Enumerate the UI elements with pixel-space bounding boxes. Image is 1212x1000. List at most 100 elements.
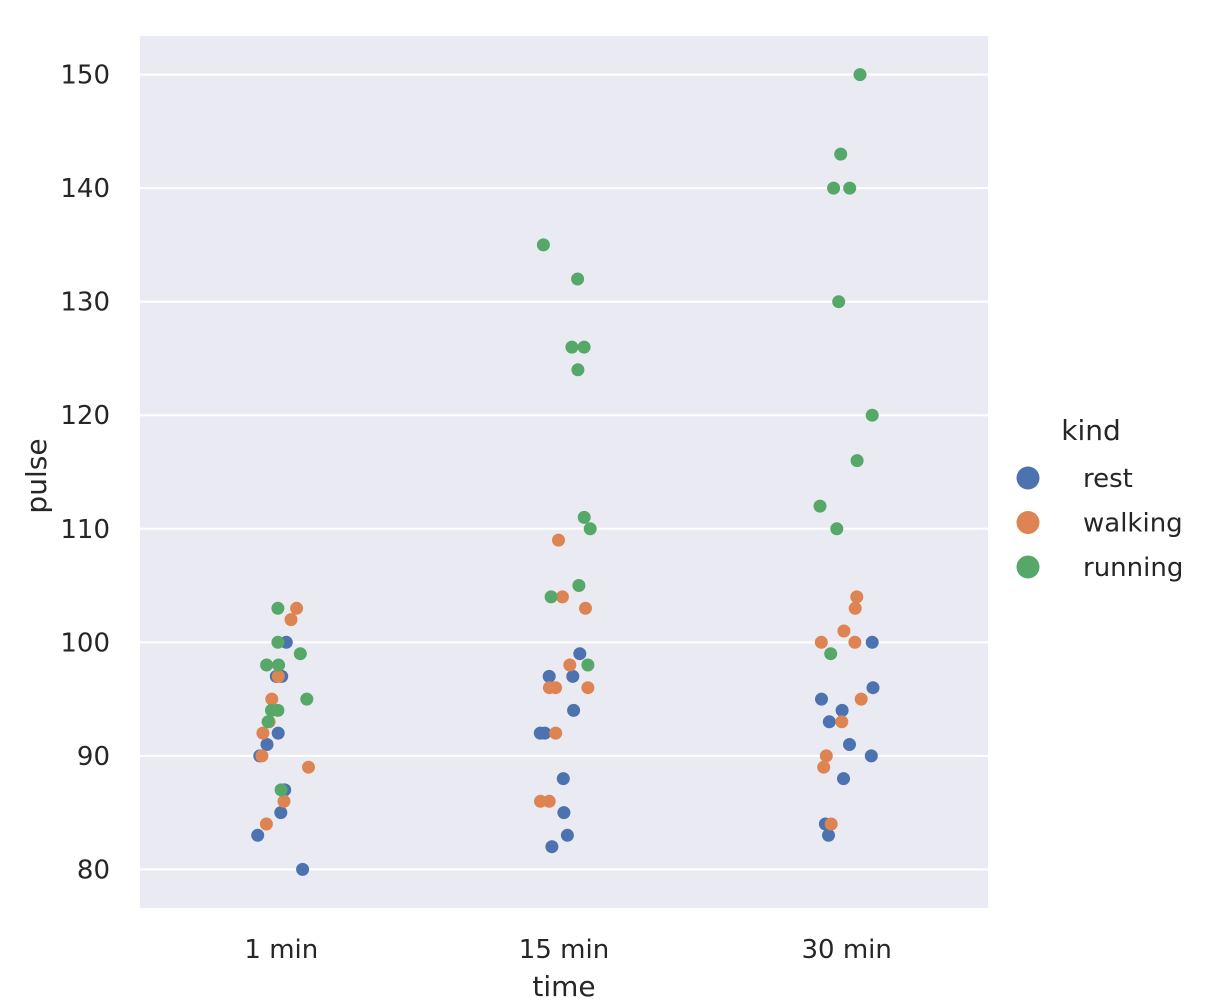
point-walking — [854, 692, 868, 706]
point-running — [572, 579, 586, 592]
point-walking — [271, 669, 285, 683]
point-running — [824, 647, 838, 661]
point-walking — [259, 817, 273, 831]
point-running — [850, 454, 864, 468]
point-running — [577, 510, 591, 524]
y-tick-label: 150 — [60, 61, 110, 91]
point-running — [853, 68, 867, 82]
point-walking — [542, 794, 556, 808]
point-rest — [538, 726, 552, 740]
y-tick-labels: 80 90 100 110 120 130 140 150 — [60, 61, 110, 886]
point-walking — [563, 658, 577, 672]
x-tick-label: 1 min — [244, 935, 318, 965]
point-rest — [835, 703, 849, 717]
legend-label-running: running — [1083, 553, 1183, 583]
point-running — [571, 363, 585, 377]
point-running — [271, 601, 285, 615]
point-running — [830, 522, 844, 536]
point-walking — [837, 624, 851, 638]
point-running — [293, 647, 307, 661]
point-walking — [256, 726, 270, 740]
y-tick-label: 100 — [60, 628, 110, 658]
point-rest — [822, 715, 836, 729]
y-tick-label: 90 — [77, 742, 110, 772]
point-rest — [260, 738, 274, 751]
legend-marker-rest — [1016, 466, 1040, 490]
point-walking — [290, 601, 304, 615]
point-running — [827, 181, 841, 195]
point-walking — [848, 635, 862, 649]
point-running — [260, 658, 274, 672]
legend-title: kind — [1061, 414, 1121, 447]
point-walking — [552, 533, 565, 547]
legend-marker-walking — [1016, 511, 1040, 534]
point-walking — [850, 590, 864, 604]
point-rest — [274, 806, 288, 820]
point-running — [544, 590, 558, 604]
point-running — [581, 658, 595, 672]
point-rest — [837, 772, 850, 786]
point-rest — [864, 749, 878, 763]
point-running — [865, 408, 879, 422]
legend: kind rest walking running — [1016, 414, 1183, 583]
point-rest — [815, 692, 828, 706]
legend-label-rest: rest — [1083, 464, 1133, 494]
y-tick-label: 140 — [60, 174, 110, 204]
point-running — [271, 635, 285, 649]
legend-label-walking: walking — [1083, 509, 1183, 539]
x-tick-labels: 1 min 15 min 30 min — [244, 935, 891, 965]
plot-area — [140, 36, 988, 908]
y-tick-label: 110 — [60, 515, 110, 545]
point-walking — [819, 749, 833, 763]
x-tick-label: 15 min — [519, 935, 609, 965]
point-running — [583, 522, 597, 536]
y-tick-label: 130 — [60, 288, 110, 318]
point-rest — [566, 669, 580, 683]
point-rest — [822, 828, 835, 842]
point-running — [274, 783, 288, 797]
point-rest — [567, 703, 581, 717]
y-tick-label: 120 — [60, 401, 110, 431]
point-walking — [284, 613, 298, 627]
point-walking — [255, 749, 269, 763]
y-axis-label: pulse — [20, 438, 53, 513]
point-walking — [302, 760, 315, 774]
point-walking — [581, 681, 595, 695]
legend-marker-running — [1016, 555, 1040, 579]
point-running — [843, 181, 857, 195]
point-running — [832, 295, 846, 309]
point-walking — [824, 817, 838, 831]
point-rest — [557, 806, 571, 820]
x-tick-label: 30 min — [801, 935, 891, 965]
point-rest — [865, 635, 879, 649]
point-walking — [814, 635, 828, 649]
point-running — [813, 499, 827, 513]
point-walking — [542, 681, 556, 695]
point-walking — [277, 794, 291, 808]
point-rest — [545, 840, 559, 854]
point-rest — [556, 772, 570, 786]
point-running — [261, 715, 275, 729]
point-running — [272, 658, 286, 672]
x-axis-label: time — [532, 970, 595, 1000]
point-walking — [579, 601, 592, 615]
data-points — [251, 68, 880, 876]
point-rest — [573, 647, 587, 661]
point-rest — [251, 828, 265, 842]
point-running — [271, 703, 285, 717]
point-rest — [542, 669, 556, 683]
point-walking — [817, 760, 831, 774]
point-running — [577, 340, 591, 354]
point-walking — [555, 590, 569, 604]
point-running — [565, 340, 579, 354]
point-rest — [271, 726, 285, 740]
point-walking — [265, 692, 279, 706]
y-tick-label: 80 — [77, 855, 110, 885]
point-rest — [843, 738, 856, 751]
point-running — [834, 147, 848, 161]
point-rest — [560, 828, 574, 842]
point-rest — [296, 862, 310, 876]
point-rest — [866, 681, 880, 695]
point-walking — [848, 601, 862, 615]
